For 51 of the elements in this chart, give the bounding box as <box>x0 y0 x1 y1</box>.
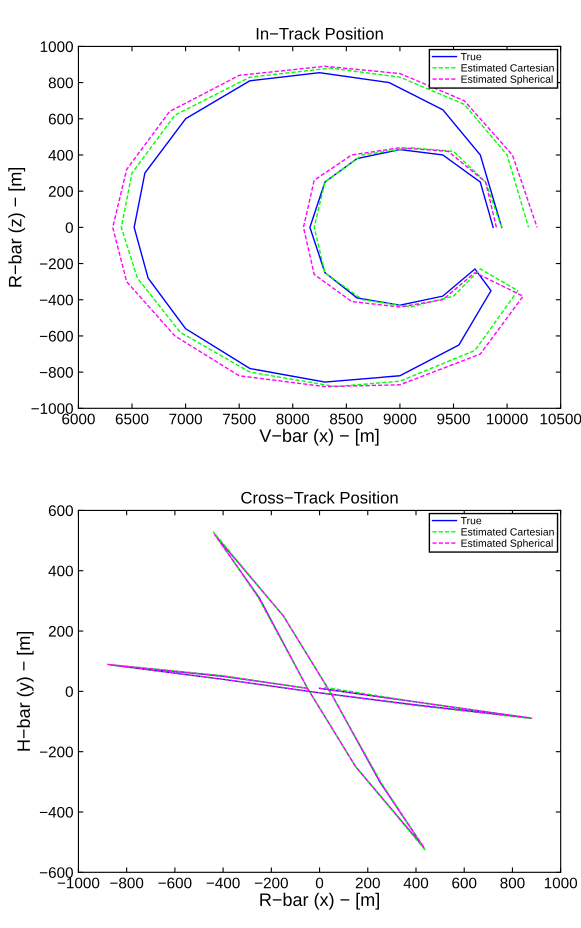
y-tick-label: −600 <box>40 330 73 342</box>
x-axis-title: V−bar (x) − [m] <box>259 428 378 446</box>
y-tick-label: −400 <box>40 806 73 818</box>
x-tick-label: 800 <box>500 878 525 888</box>
x-tick-label: −1000 <box>58 878 100 888</box>
x-tick-label: 10500 <box>540 414 581 424</box>
x-tick-label: 9500 <box>437 414 470 424</box>
x-tick-label: 8500 <box>330 414 363 424</box>
y-tick-label: −200 <box>40 746 73 758</box>
y-tick-label: 0 <box>66 686 73 698</box>
x-tick-label: 7500 <box>222 414 256 424</box>
legend-label: Estimated Cartesian <box>461 528 554 536</box>
y-tick-label: 600 <box>48 114 73 124</box>
y-tick-label: 800 <box>48 77 73 88</box>
x-tick-label: 8000 <box>276 414 310 424</box>
x-tick-label: 7000 <box>169 414 202 424</box>
x-tick-label: −800 <box>110 878 144 888</box>
chart-title: Cross−Track Position <box>241 491 398 504</box>
legend-label: True <box>460 517 482 524</box>
x-tick-label: −600 <box>158 878 192 888</box>
x-axis-title: R−bar (x) − [m] <box>260 892 379 910</box>
y-tick-label: 200 <box>48 186 73 197</box>
x-tick-label: 10000 <box>487 414 528 424</box>
y-tick-label: −800 <box>40 366 73 378</box>
y-axis-title: H−bar (y) − [m] <box>16 632 34 751</box>
x-tick-label: −400 <box>206 878 240 888</box>
x-tick-label: 9000 <box>384 414 416 424</box>
y-tick-label: 600 <box>48 505 73 516</box>
x-tick-label: 6500 <box>116 414 148 424</box>
x-tick-label: 6000 <box>62 414 95 424</box>
x-tick-label: 600 <box>452 878 476 888</box>
x-tick-label: 1000 <box>544 878 578 888</box>
legend-label: Estimated Cartesian <box>461 64 554 72</box>
y-tick-label: 400 <box>48 566 73 576</box>
y-tick-label: −600 <box>40 867 73 878</box>
y-tick-label: −1000 <box>31 403 73 414</box>
chart-title: In−Track Position <box>256 27 383 40</box>
y-tick-label: −400 <box>40 294 73 306</box>
y-tick-label: 1000 <box>40 41 73 52</box>
legend-label: Estimated Spherical <box>461 75 553 85</box>
legend-label: True <box>460 53 482 60</box>
y-tick-label: 400 <box>48 150 73 161</box>
y-axis-title: R−bar (z) − [m] <box>8 168 26 287</box>
x-tick-label: 200 <box>356 878 380 888</box>
x-tick-label: 0 <box>316 878 324 888</box>
y-tick-label: 200 <box>48 626 73 637</box>
y-tick-label: 0 <box>66 222 73 234</box>
x-tick-label: −200 <box>254 878 288 888</box>
legend-label: Estimated Spherical <box>461 539 553 549</box>
y-tick-label: −200 <box>40 258 73 270</box>
x-tick-label: 400 <box>404 878 428 888</box>
